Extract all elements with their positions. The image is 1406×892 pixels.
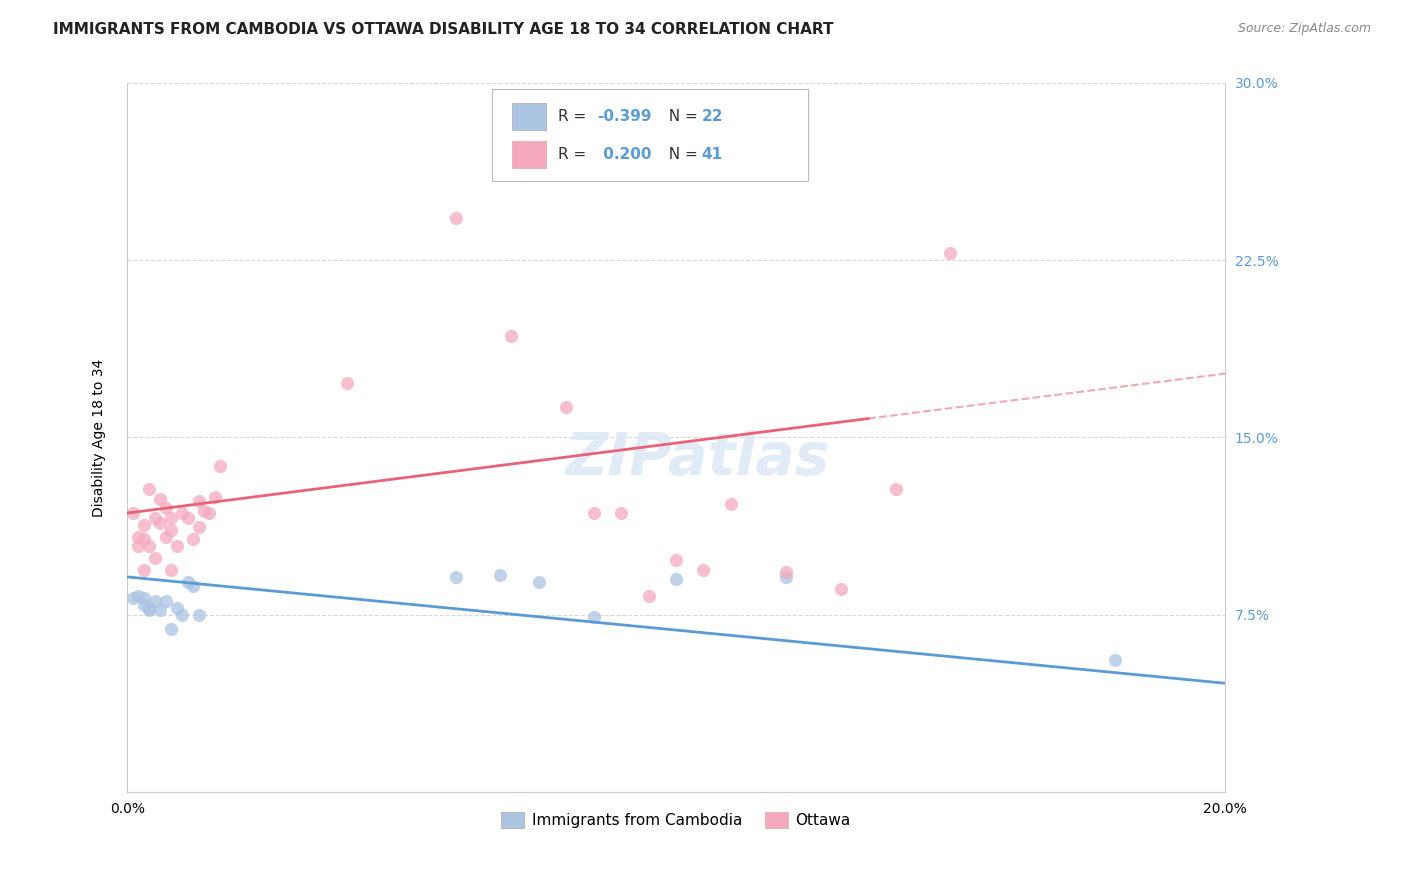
Point <box>610 506 633 520</box>
Point <box>127 530 149 544</box>
Point <box>149 516 172 530</box>
Text: 41: 41 <box>702 147 723 161</box>
Point <box>446 211 468 225</box>
Point <box>176 510 198 524</box>
Point <box>720 497 742 511</box>
Text: R =: R = <box>558 147 592 161</box>
Point <box>138 600 160 615</box>
Point <box>149 603 172 617</box>
Point <box>665 572 688 586</box>
Point <box>582 506 605 520</box>
Point <box>143 510 166 524</box>
Point <box>582 610 605 624</box>
Point <box>160 622 183 636</box>
Point <box>138 483 160 497</box>
Point <box>775 570 797 584</box>
Point <box>138 603 160 617</box>
Point <box>138 539 160 553</box>
Point <box>181 579 204 593</box>
Point <box>132 563 155 577</box>
Text: 22: 22 <box>702 110 723 124</box>
Point <box>692 563 714 577</box>
Text: N =: N = <box>659 110 703 124</box>
Point <box>198 506 221 520</box>
Point <box>143 593 166 607</box>
Text: ZIPatlas: ZIPatlas <box>565 430 831 487</box>
Point <box>132 591 155 606</box>
Point <box>166 600 188 615</box>
Point <box>127 589 149 603</box>
Text: -0.399: -0.399 <box>598 110 652 124</box>
Point <box>181 532 204 546</box>
Point <box>1104 652 1126 666</box>
Point <box>160 510 183 524</box>
Point <box>187 607 209 622</box>
Point <box>121 506 143 520</box>
Y-axis label: Disability Age 18 to 34: Disability Age 18 to 34 <box>93 359 107 516</box>
Point <box>160 563 183 577</box>
Text: R =: R = <box>558 110 592 124</box>
Point <box>170 607 193 622</box>
Point <box>204 490 226 504</box>
Point <box>143 551 166 566</box>
Point <box>155 593 177 607</box>
Point <box>939 246 962 260</box>
Point <box>155 530 177 544</box>
Point <box>209 458 232 473</box>
Point <box>884 483 907 497</box>
Point <box>501 328 523 343</box>
Point <box>187 494 209 508</box>
Point <box>830 582 852 596</box>
Point <box>637 589 659 603</box>
Text: N =: N = <box>659 147 703 161</box>
Point <box>446 570 468 584</box>
Text: IMMIGRANTS FROM CAMBODIA VS OTTAWA DISABILITY AGE 18 TO 34 CORRELATION CHART: IMMIGRANTS FROM CAMBODIA VS OTTAWA DISAB… <box>53 22 834 37</box>
Point <box>127 539 149 553</box>
Text: Source: ZipAtlas.com: Source: ZipAtlas.com <box>1237 22 1371 36</box>
Point <box>121 591 143 606</box>
Point <box>555 400 578 414</box>
Point <box>665 553 688 567</box>
Point <box>187 520 209 534</box>
Point <box>160 523 183 537</box>
Point <box>775 565 797 579</box>
Point <box>166 539 188 553</box>
Point <box>155 501 177 516</box>
Point <box>170 506 193 520</box>
Point <box>489 567 512 582</box>
Point <box>336 376 359 390</box>
Point <box>149 491 172 506</box>
Point <box>132 517 155 532</box>
Text: 0.200: 0.200 <box>598 147 651 161</box>
Point <box>527 574 550 589</box>
Legend: Immigrants from Cambodia, Ottawa: Immigrants from Cambodia, Ottawa <box>495 805 858 834</box>
Point <box>193 504 215 518</box>
Point <box>176 574 198 589</box>
Point <box>132 532 155 546</box>
Point <box>132 599 155 613</box>
